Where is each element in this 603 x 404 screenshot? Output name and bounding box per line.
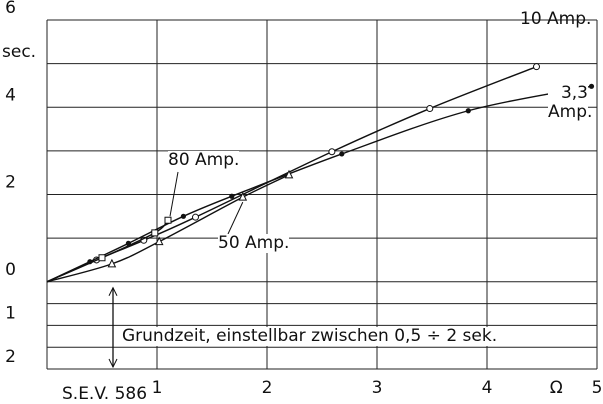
marker xyxy=(107,258,117,268)
marker xyxy=(238,191,248,201)
curve xyxy=(46,85,592,283)
source: S.E.V. 586 xyxy=(62,384,147,404)
x-tick-label: 2 xyxy=(262,378,273,398)
marker xyxy=(588,83,595,89)
x-tick-label: 4 xyxy=(482,378,493,398)
arrow-head xyxy=(108,286,118,296)
annotation: Grundzeit, einstellbar zwischen 0,5 ÷ 2 … xyxy=(120,326,500,346)
x-unit-label: Ω xyxy=(550,378,563,398)
y-tick-label: 0 xyxy=(5,260,16,280)
x-tick-label: 5 xyxy=(592,378,603,398)
series-label: 3,3 Amp. xyxy=(548,83,593,122)
marker xyxy=(192,213,199,221)
series-label: 80 Amp. xyxy=(168,150,240,170)
y-tick-label: 6 xyxy=(5,0,16,18)
marker xyxy=(164,216,172,224)
marker xyxy=(533,63,540,71)
series-label: 50 Amp. xyxy=(218,233,290,253)
y-tick-label: 2 xyxy=(5,347,16,367)
marker xyxy=(328,148,336,156)
marker xyxy=(426,105,434,113)
arrow-head xyxy=(108,358,118,369)
marker xyxy=(180,213,186,219)
x-tick-label: 3 xyxy=(372,378,383,398)
marker xyxy=(151,229,159,237)
label-leader xyxy=(227,201,244,235)
label-leader xyxy=(169,171,179,217)
marker xyxy=(465,108,471,114)
curve xyxy=(46,219,169,283)
y-tick-label: 4 xyxy=(5,85,16,105)
y-axis-label: sec. xyxy=(2,42,36,62)
series-label: 10 Amp. xyxy=(520,9,592,29)
marker xyxy=(284,169,294,179)
marker xyxy=(98,254,106,262)
marker xyxy=(339,151,345,157)
y-tick-label: 1 xyxy=(5,303,16,323)
y-tick-label: 2 xyxy=(5,173,16,193)
marker xyxy=(154,236,164,246)
marker xyxy=(229,193,235,199)
x-tick-label: 1 xyxy=(152,378,163,398)
